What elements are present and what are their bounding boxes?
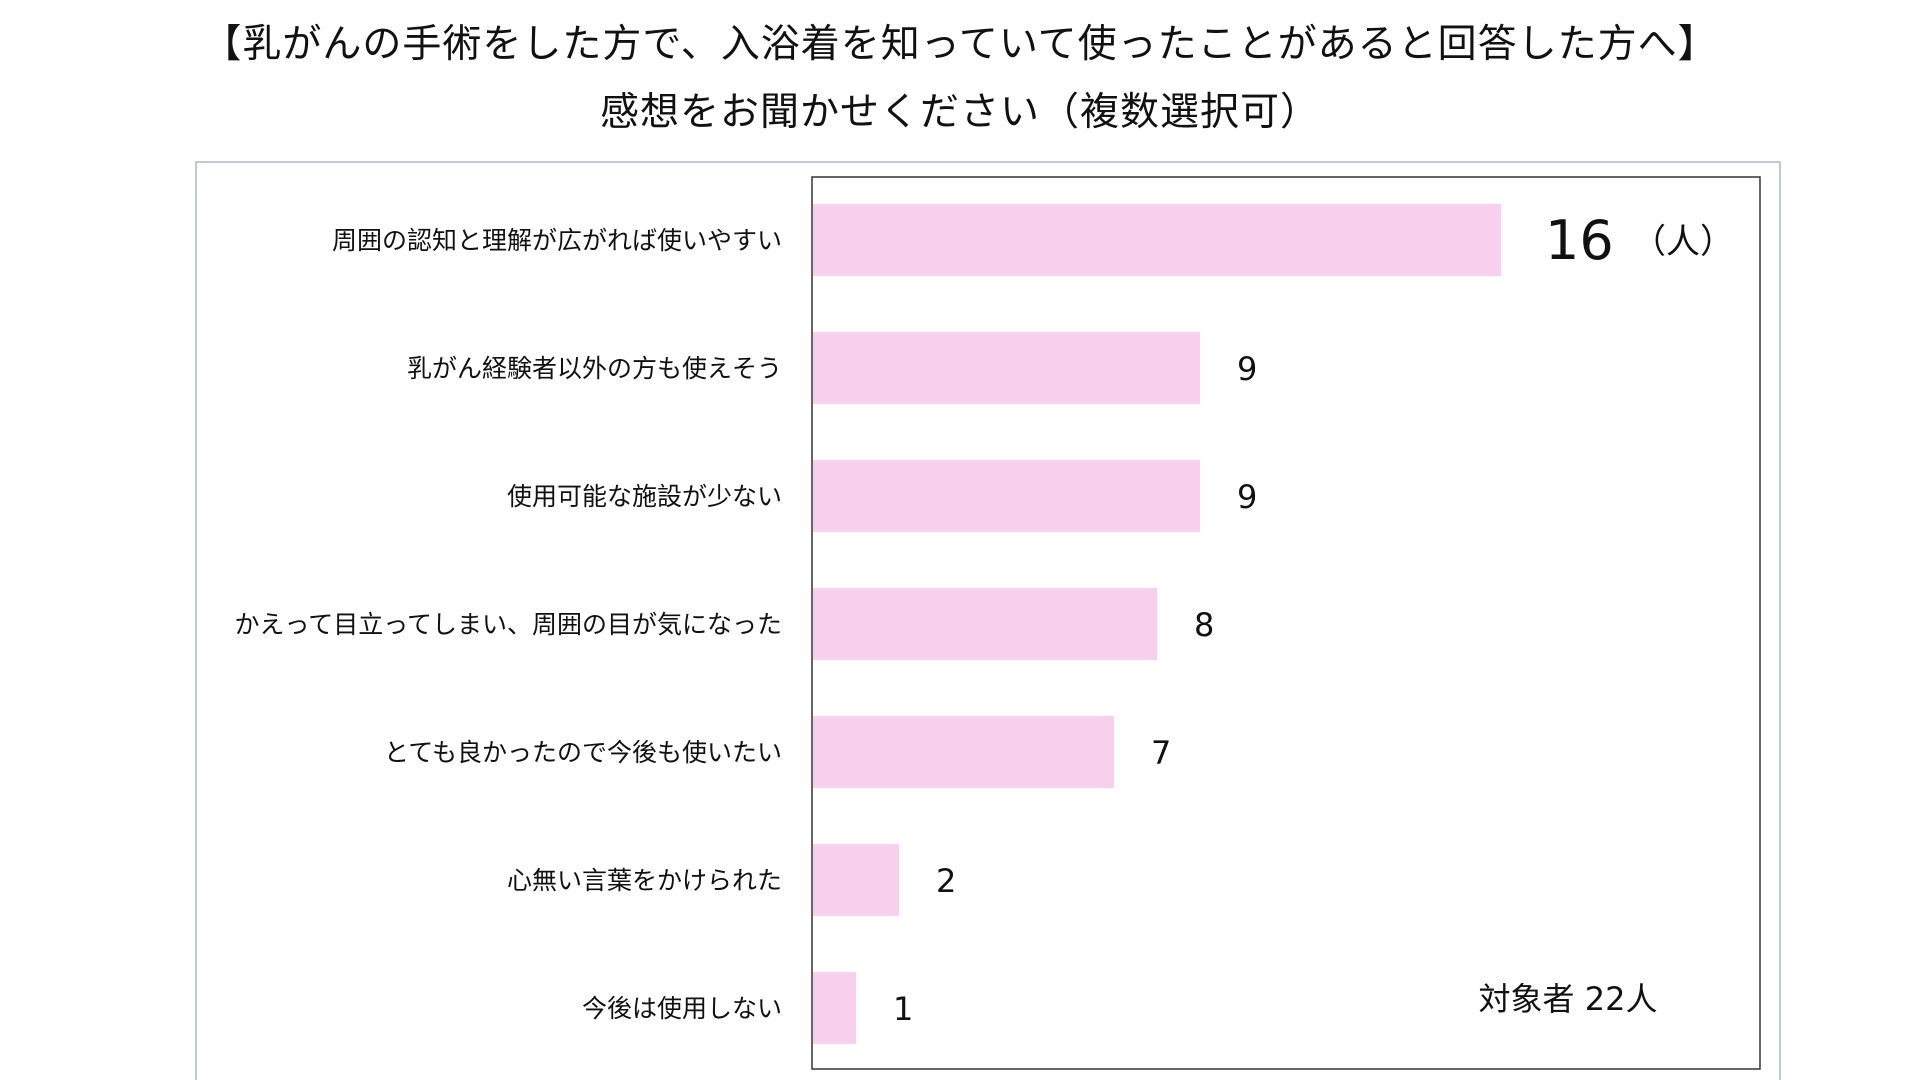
category-label-4: かえって目立ってしまい、周囲の目が気になった <box>234 610 782 639</box>
chart-title-line-2: 感想をお聞かせください（複数選択可） <box>599 90 1320 135</box>
respondents-note: 対象者 22人 <box>1479 980 1658 1018</box>
chart-title-line-1: 【乳がんの手術をした方で、入浴着を知っていて使ったことがあると回答した方へ】 <box>202 22 1718 67</box>
bar-2 <box>813 332 1200 404</box>
value-label-6: 2 <box>936 862 956 900</box>
value-label-5: 7 <box>1151 734 1171 772</box>
unit-label: （人） <box>1632 222 1734 262</box>
category-label-1: 周囲の認知と理解が広がれば使いやすい <box>332 226 782 255</box>
value-label-2: 9 <box>1237 350 1257 388</box>
category-labels: 周囲の認知と理解が広がれば使いやすい乳がん経験者以外の方も使えそう使用可能な施設… <box>234 226 782 1023</box>
bar-3 <box>813 460 1200 532</box>
value-label-3: 9 <box>1237 478 1257 516</box>
value-label-4: 8 <box>1194 606 1214 644</box>
category-label-2: 乳がん経験者以外の方も使えそう <box>407 354 782 383</box>
bar-1 <box>813 204 1501 276</box>
bar-4 <box>813 588 1157 660</box>
bar-7 <box>813 972 856 1044</box>
chart-frame <box>195 161 1781 1080</box>
value-label-1: 16 <box>1545 209 1614 272</box>
category-label-6: 心無い言葉をかけられた <box>507 866 782 895</box>
plot-area <box>811 176 1761 1070</box>
bar-5 <box>813 716 1114 788</box>
category-label-3: 使用可能な施設が少ない <box>507 482 782 511</box>
bar-group <box>813 204 1501 1044</box>
value-label-7: 1 <box>893 990 913 1028</box>
bar-6 <box>813 844 899 916</box>
value-labels: 16 9 9 8 7 2 1 <box>893 209 1614 1028</box>
category-label-7: 今後は使用しない <box>582 994 782 1023</box>
category-label-5: とても良かったので今後も使いたい <box>384 738 782 767</box>
